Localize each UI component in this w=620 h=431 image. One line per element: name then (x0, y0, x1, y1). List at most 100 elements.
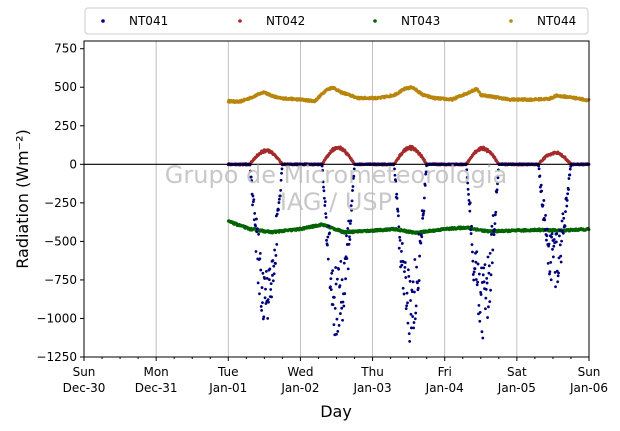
y-tick-label-4: −250 (44, 196, 77, 210)
series-NT044 (226, 85, 591, 104)
point-NT041 (567, 188, 570, 191)
point-NT041 (492, 233, 496, 236)
point-NT041 (488, 251, 492, 255)
point-NT041 (341, 300, 345, 304)
point-NT041 (329, 285, 332, 289)
point-NT041 (266, 298, 270, 302)
point-NT041 (269, 282, 273, 286)
legend-box (84, 7, 589, 35)
point-NT041 (339, 259, 343, 263)
point-NT041 (346, 227, 350, 230)
point-NT041 (469, 232, 473, 235)
point-NT041 (271, 259, 275, 262)
point-NT041 (568, 173, 572, 177)
point-NT041 (405, 304, 409, 308)
point-NT041 (413, 258, 417, 261)
point-NT041 (259, 268, 263, 272)
point-NT041 (558, 243, 562, 247)
point-NT041 (338, 284, 342, 288)
point-NT041 (566, 192, 570, 196)
point-NT041 (402, 292, 406, 296)
point-NT041 (329, 277, 333, 281)
point-NT041 (324, 216, 328, 219)
point-NT041 (406, 268, 410, 272)
point-NT041 (342, 261, 346, 265)
point-NT041 (413, 317, 417, 321)
x-tick-date-3: Jan-02 (280, 381, 319, 395)
point-NT041 (259, 305, 263, 308)
y-tick-label-8: 750 (54, 42, 77, 56)
point-NT041 (400, 242, 404, 245)
point-NT041 (545, 238, 548, 242)
point-NT041 (395, 192, 399, 196)
point-NT041 (347, 242, 351, 246)
point-NT041 (544, 214, 547, 217)
point-NT041 (401, 286, 405, 290)
point-NT041 (552, 238, 556, 241)
point-NT041 (337, 323, 341, 327)
point-NT041 (349, 219, 353, 223)
legend-label-NT043: NT043 (401, 14, 440, 28)
point-NT041 (493, 213, 497, 217)
point-NT041 (326, 235, 330, 239)
point-NT041 (335, 317, 339, 321)
point-NT041 (555, 232, 559, 236)
point-NT041 (471, 250, 474, 254)
y-axis-label: Radiation (Wm⁻²) (13, 129, 32, 268)
point-NT041 (567, 177, 571, 180)
point-NT041 (406, 301, 409, 305)
point-NT041 (260, 308, 264, 312)
point-NT041 (417, 279, 421, 282)
point-NT041 (481, 273, 485, 277)
point-NT041 (335, 277, 339, 281)
x-tick-date-4: Jan-03 (353, 381, 392, 395)
point-NT041 (474, 278, 478, 281)
point-NT041 (408, 339, 412, 343)
point-NT041 (551, 247, 554, 251)
legend: NT041 NT042 NT043 NT044 (84, 7, 589, 35)
point-NT041 (549, 278, 553, 282)
point-NT041 (271, 279, 275, 283)
point-NT041 (404, 307, 408, 311)
point-NT041 (345, 234, 348, 238)
y-tick-label-6: 250 (54, 119, 77, 133)
point-NT041 (340, 278, 344, 282)
point-NT041 (471, 273, 475, 276)
point-NT041 (474, 260, 478, 264)
point-NT041 (552, 244, 556, 248)
point-NT041 (331, 269, 334, 273)
point-NT041 (261, 271, 265, 275)
point-NT041 (416, 286, 420, 290)
point-NT041 (261, 301, 264, 305)
x-tick-weekday-7: Sun (578, 365, 601, 379)
point-NT041 (258, 251, 262, 255)
point-NT041 (476, 262, 480, 266)
point-NT041 (411, 280, 415, 284)
point-NT041 (337, 267, 341, 271)
point-NT041 (334, 266, 338, 269)
point-NT041 (545, 234, 549, 238)
point-NT041 (558, 234, 561, 238)
x-tick-weekday-0: Sun (73, 365, 96, 379)
point-NT041 (490, 233, 493, 236)
point-NT041 (546, 262, 550, 265)
point-NT041 (486, 255, 490, 259)
point-NT041 (482, 280, 486, 284)
point-NT041 (254, 224, 257, 228)
point-NT041 (478, 319, 482, 323)
point-NT041 (326, 243, 329, 247)
point-NT041 (398, 238, 402, 242)
point-NT041 (550, 235, 554, 239)
series-layer (226, 85, 591, 343)
point-NT041 (559, 254, 563, 258)
point-NT041 (274, 254, 278, 257)
point-NT041 (475, 283, 479, 287)
point-NT041 (266, 316, 270, 320)
point-NT041 (495, 190, 499, 194)
point-NT041 (565, 198, 569, 202)
point-NT041 (397, 225, 401, 229)
point-NT041 (255, 217, 258, 221)
point-NT041 (332, 295, 336, 299)
point-NT041 (334, 282, 338, 286)
point-NT041 (421, 216, 425, 220)
